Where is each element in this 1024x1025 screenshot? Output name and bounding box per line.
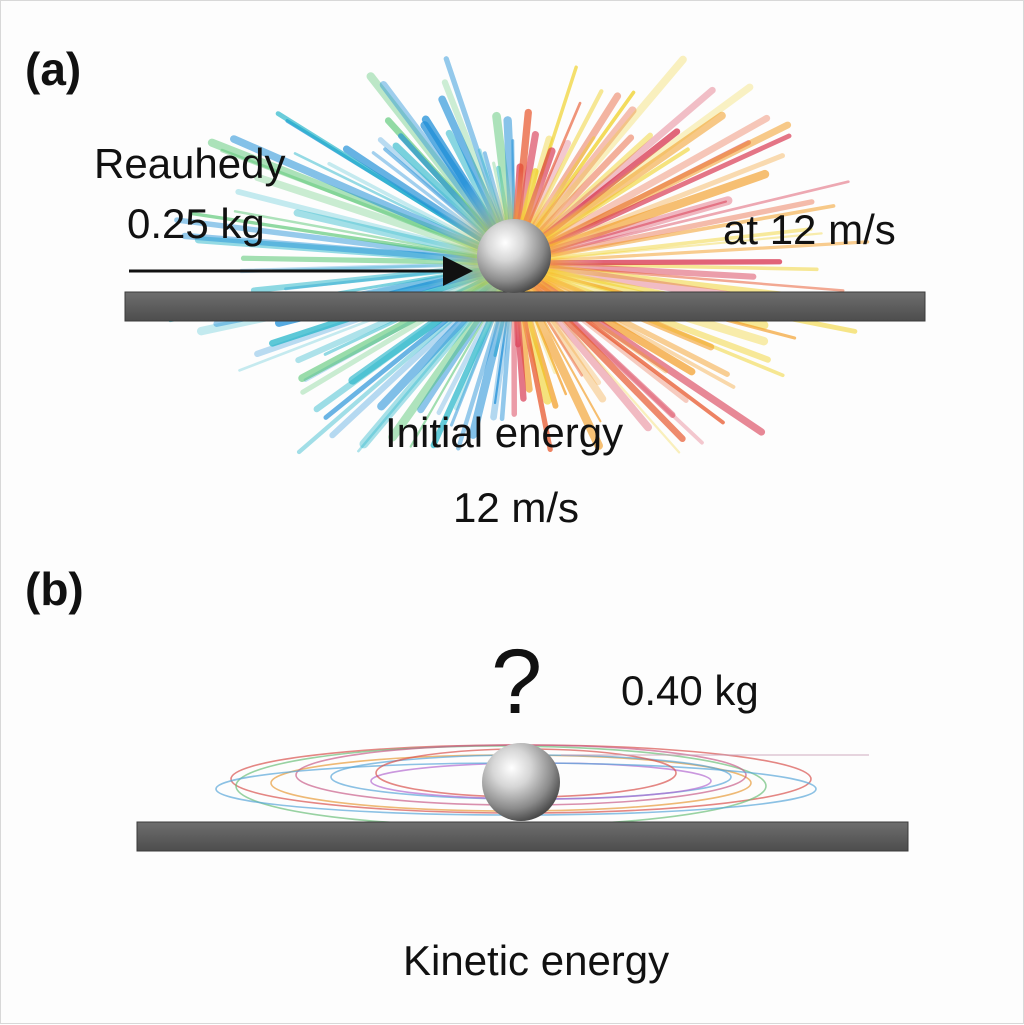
mass-b-label: 0.40 kg bbox=[621, 667, 759, 714]
ball-a bbox=[477, 219, 551, 293]
panel-a-label: (a) bbox=[25, 43, 81, 95]
mass-a-label: 0.25 kg bbox=[127, 200, 265, 247]
question-mark: ? bbox=[491, 631, 542, 733]
ball-b bbox=[482, 743, 560, 821]
object-name-label: Reauhedy bbox=[94, 140, 285, 187]
panel-b-label: (b) bbox=[25, 563, 84, 615]
surface-b bbox=[137, 822, 908, 851]
speed-right-label: at 12 m/s bbox=[723, 206, 896, 253]
kinetic-energy-label: Kinetic energy bbox=[403, 937, 669, 984]
surface-a bbox=[125, 292, 925, 321]
speed-below-label: 12 m/s bbox=[453, 484, 579, 531]
initial-energy-label: Initial energy bbox=[385, 409, 623, 456]
